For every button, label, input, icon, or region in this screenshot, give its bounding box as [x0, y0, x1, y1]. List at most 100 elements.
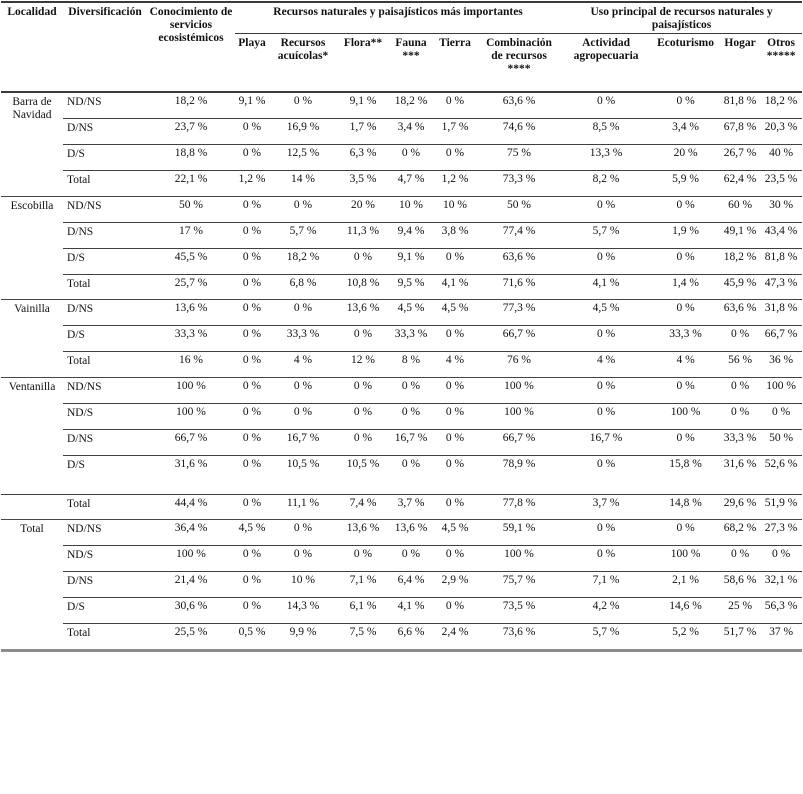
locality-cell-empty [1, 493, 63, 520]
value-cell: 6,8 % [269, 273, 337, 300]
value-cell: 3,7 % [389, 493, 433, 520]
table-row: D/S 18,8 % 0 % 12,5 % 6,3 % 0 % 0 % 75 % 13,3 % 2… [1, 144, 803, 171]
value-cell: 16,7 % [561, 428, 652, 456]
value-cell: 11,3 % [337, 221, 389, 249]
value-cell: 23,7 % [147, 118, 235, 145]
value-cell: 8 % [389, 351, 433, 378]
value-cell: 0 % [235, 597, 269, 624]
col-header-hogar: Hogar [720, 33, 761, 94]
value-cell: 0 % [235, 428, 269, 456]
value-cell: 7,4 % [337, 493, 389, 520]
value-cell: 66,7 % [477, 428, 562, 456]
col-header-diversificacion: Diversificación [63, 2, 147, 94]
locality-cell: Total [1, 519, 63, 651]
table-header: Localidad Diversificación Conocimiento d… [1, 2, 803, 94]
table-row: Vainilla D/NS 13,6 % 0 % 0 % 13,6 % 4,5 % 4,5 %… [1, 299, 803, 378]
value-cell: 45,9 % [720, 273, 761, 300]
value-cell: 0 % [651, 377, 721, 404]
value-cell: 50 % [477, 195, 562, 223]
col-header-flora: Flora** [337, 33, 389, 94]
diversification-cell: D/S [63, 454, 147, 494]
value-cell: 71,6 % [477, 273, 562, 300]
value-cell: 77,3 % [477, 299, 562, 326]
value-cell: 13,6 % [337, 519, 389, 546]
value-cell: 0 % [235, 299, 269, 326]
diversification-cell: D/NS [63, 221, 147, 249]
value-cell: 4,5 % [389, 299, 433, 326]
value-cell: 78,9 % [477, 454, 562, 494]
value-cell: 6,4 % [389, 571, 433, 598]
value-cell: 100 % [147, 377, 235, 404]
col-header-tierra: Tierra [433, 33, 477, 94]
value-cell: 0 % [269, 91, 337, 119]
value-cell: 0 % [235, 221, 269, 249]
value-cell: 0 % [337, 377, 389, 404]
col-header-otros: Otros ***** [760, 33, 803, 94]
value-cell: 5,7 % [561, 221, 652, 249]
value-cell: 0 % [720, 377, 761, 404]
value-cell: 47,3 % [760, 273, 803, 300]
value-cell: 25,7 % [147, 273, 235, 300]
value-cell: 0 % [433, 597, 477, 624]
value-cell: 0 % [389, 454, 433, 494]
value-cell: 0 % [433, 91, 477, 119]
value-cell: 18,2 % [269, 247, 337, 274]
value-cell: 44,4 % [147, 493, 235, 520]
value-cell: 0 % [433, 325, 477, 352]
value-cell: 0 % [235, 351, 269, 378]
locality-cell: Vainilla [1, 299, 63, 378]
value-cell: 0 % [389, 545, 433, 572]
value-cell: 14,8 % [651, 493, 721, 520]
value-cell: 10,5 % [269, 454, 337, 494]
value-cell: 1,9 % [651, 221, 721, 249]
diversification-cell: D/S [63, 144, 147, 171]
value-cell: 0 % [433, 428, 477, 456]
value-cell: 0 % [651, 428, 721, 456]
diversification-cell: ND/NS [63, 91, 147, 119]
value-cell: 16 % [147, 351, 235, 378]
value-cell: 33,3 % [147, 325, 235, 352]
value-cell: 0 % [561, 91, 652, 119]
value-cell: 49,1 % [720, 221, 761, 249]
value-cell: 0 % [235, 195, 269, 223]
value-cell: 3,7 % [561, 493, 652, 520]
diversification-cell: D/NS [63, 428, 147, 456]
value-cell: 0 % [235, 118, 269, 145]
table-row: Escobilla ND/NS 50 % 0 % 0 % 20 % 10 % 10 % 50 %… [1, 195, 803, 300]
table-row: Total 16 % 0 % 4 % 12 % 8 % 4 % 76 % 4 % 4 % 56 % 3… [1, 351, 803, 378]
value-cell: 10,5 % [337, 454, 389, 494]
value-cell: 0 % [651, 299, 721, 326]
value-cell: 4,2 % [561, 597, 652, 624]
table-row: Total 25,7 % 0 % 6,8 % 10,8 % 9,5 % 4,1 % 71,6 … [1, 273, 803, 300]
value-cell: 16,9 % [269, 118, 337, 145]
value-cell: 4 % [561, 351, 652, 378]
value-cell: 73,3 % [477, 170, 562, 197]
table-row: Ventanilla ND/NS 100 % 0 % 0 % 0 % 0 % 0 % 100 %… [1, 377, 803, 494]
col-header-combinacion-recursos: Combinación de recursos **** [477, 33, 562, 94]
value-cell: 33,3 % [389, 325, 433, 352]
value-cell: 50 % [147, 195, 235, 223]
value-cell: 0 % [720, 402, 761, 430]
value-cell: 1,2 % [235, 170, 269, 197]
value-cell: 77,4 % [477, 221, 562, 249]
value-cell: 13,6 % [389, 519, 433, 546]
table-row: D/NS 23,7 % 0 % 16,9 % 1,7 % 3,4 % 1,7 % 74,6 %… [1, 118, 803, 145]
value-cell: 18,8 % [147, 144, 235, 171]
table-row: Total 22,1 % 1,2 % 14 % 3,5 % 4,7 % 1,2 % 73,3 … [1, 170, 803, 197]
value-cell: 73,5 % [477, 597, 562, 624]
value-cell: 4,5 % [235, 519, 269, 546]
value-cell: 31,8 % [760, 299, 803, 326]
value-cell: 81,8 % [720, 91, 761, 119]
value-cell: 18,2 % [720, 247, 761, 274]
table-row: D/S 31,6 % 0 % 10,5 % 10,5 % 0 % 0 % 78,9 % 0 % 1… [1, 454, 803, 494]
value-cell: 0 % [561, 545, 652, 572]
diversification-cell: D/NS [63, 571, 147, 598]
value-cell: 0 % [651, 519, 721, 546]
diversification-cell: D/S [63, 325, 147, 352]
value-cell: 0 % [720, 545, 761, 572]
value-cell: 0 % [269, 195, 337, 223]
diversification-cell: ND/S [63, 545, 147, 572]
value-cell: 5,2 % [651, 622, 721, 651]
value-cell: 10 % [389, 195, 433, 223]
value-cell: 0 % [389, 402, 433, 430]
